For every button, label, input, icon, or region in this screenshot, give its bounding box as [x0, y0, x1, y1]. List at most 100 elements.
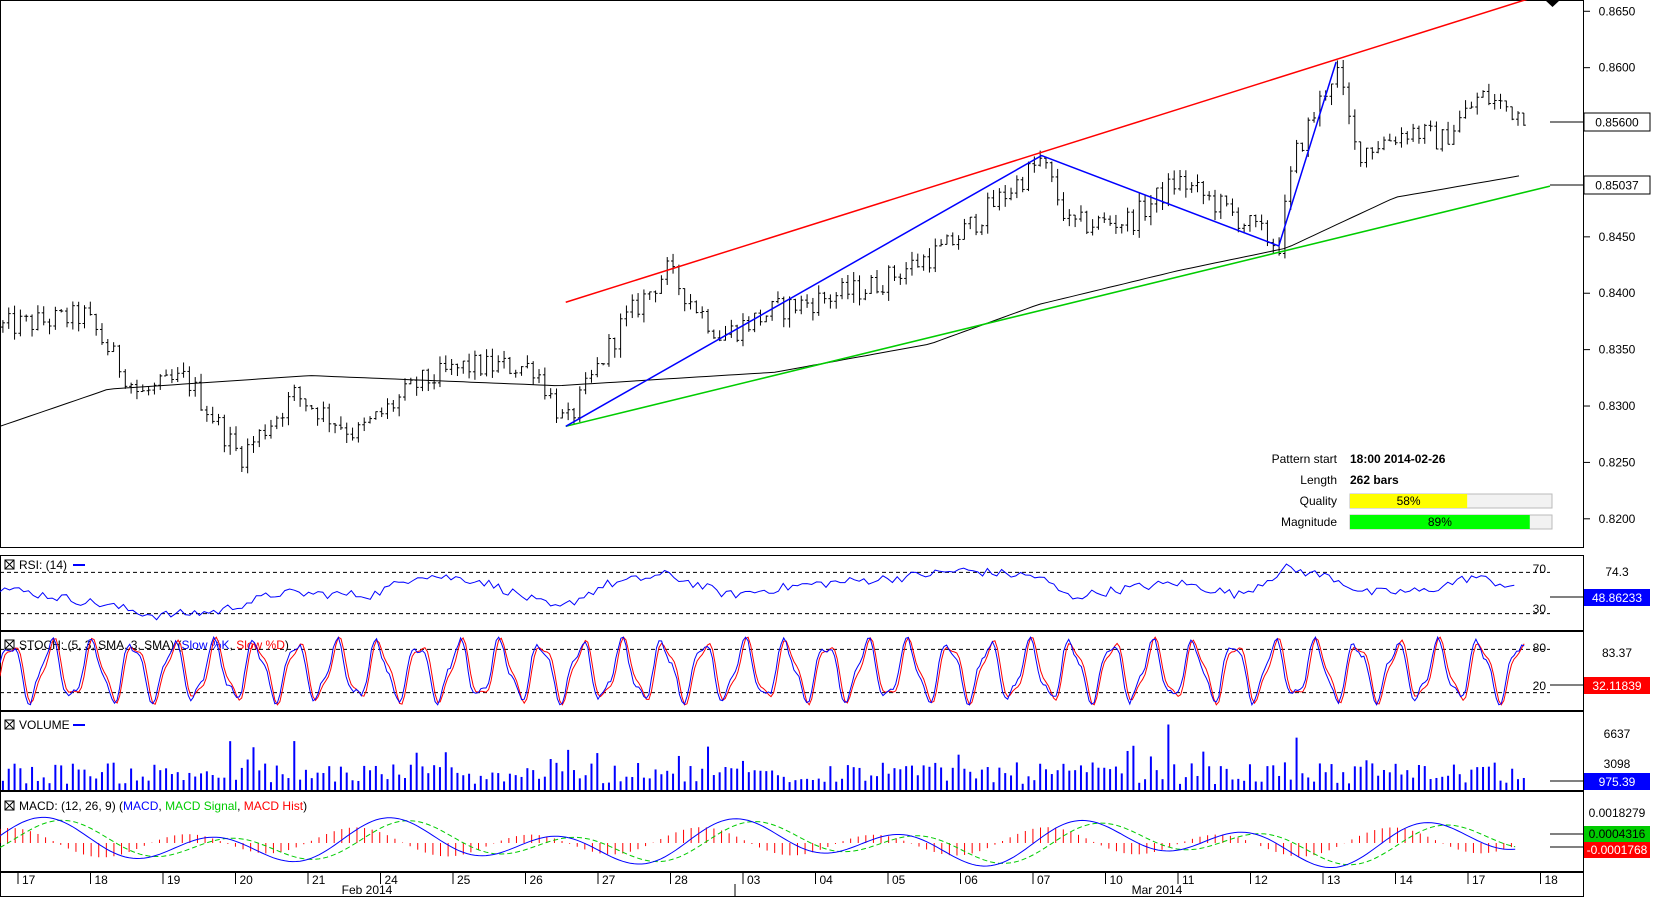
volume-bar — [1417, 764, 1420, 790]
volume-bar — [1120, 773, 1123, 790]
scroll-marker-icon[interactable] — [1545, 0, 1560, 7]
volume-bar — [205, 771, 208, 790]
volume-bar — [858, 767, 861, 790]
volume-bar — [1068, 770, 1071, 790]
volume-bar — [1295, 737, 1298, 790]
volume-bar — [520, 776, 523, 790]
volume-bar — [969, 771, 972, 790]
volume-bar — [1278, 775, 1281, 790]
volume-bar — [602, 783, 605, 790]
volume-bar — [1149, 756, 1152, 790]
volume-bar — [1173, 764, 1176, 790]
volume-bar — [887, 773, 890, 790]
day-label: 18 — [1545, 873, 1559, 887]
volume-bar — [1464, 782, 1467, 790]
price-tick-label: 0.8250 — [1599, 455, 1636, 469]
volume-bar — [380, 774, 383, 790]
volume-bar — [1167, 724, 1170, 790]
day-label: 05 — [892, 873, 906, 887]
volume-bar — [782, 776, 785, 790]
volume-bar — [864, 780, 867, 790]
volume-bar — [386, 779, 389, 790]
volume-bar — [1097, 767, 1100, 790]
volume-header: VOLUME — [4, 718, 85, 732]
volume-bar — [1359, 766, 1362, 790]
macd-panel — [0, 791, 1584, 872]
volume-bar — [724, 767, 727, 790]
volume-bar — [572, 770, 575, 790]
volume-bar — [345, 772, 348, 790]
day-label: 17 — [1472, 873, 1486, 887]
volume-bar — [1213, 784, 1216, 790]
volume-bar — [351, 780, 354, 790]
price-tick-label: 0.8400 — [1599, 286, 1636, 300]
volume-bar — [1511, 768, 1514, 790]
volume-bar — [940, 767, 943, 790]
ma-value-label: 0.85037 — [1595, 179, 1639, 193]
volume-bar — [555, 762, 558, 790]
volume-bar — [1021, 783, 1024, 790]
volume-bar — [549, 759, 552, 790]
volume-bar — [1015, 762, 1018, 790]
volume-bar — [631, 777, 634, 790]
volume-bar — [462, 775, 465, 790]
volume-bar — [1114, 766, 1117, 790]
volume-bar — [269, 782, 272, 790]
volume-bar — [130, 768, 133, 790]
volume-bar — [1155, 770, 1158, 790]
volume-bar — [1190, 763, 1193, 790]
volume-bar — [1470, 769, 1473, 790]
ma-value-box: 0.85037 — [1550, 175, 1651, 195]
macd-value: -0.0001768 — [1587, 843, 1648, 857]
volume-bar — [741, 760, 744, 790]
volume-bar — [433, 765, 436, 790]
volume-bar — [170, 774, 173, 790]
volume-bar — [1435, 777, 1438, 790]
volume-bar — [1138, 782, 1141, 790]
volume-bar — [240, 767, 243, 790]
volume-bar — [1033, 780, 1036, 790]
volume-bar — [870, 775, 873, 790]
volume-bar — [176, 772, 179, 790]
volume-bar — [660, 774, 663, 790]
volume-bar — [421, 766, 424, 790]
volume-bar — [986, 767, 989, 790]
volume-bar — [811, 779, 814, 790]
volume-bar — [736, 768, 739, 790]
volume-bar — [707, 746, 710, 790]
volume-bar — [473, 783, 476, 790]
rsi-line — [0, 563, 1515, 621]
volume-bar — [427, 773, 430, 790]
volume-bar — [1260, 781, 1263, 790]
volume-bar — [1388, 772, 1391, 790]
current-price-box: 0.85600 — [1550, 112, 1651, 132]
magnitude-value: 89% — [1428, 515, 1452, 529]
volume-bar — [1458, 774, 1461, 790]
rsi-panel — [0, 555, 1584, 631]
volume-title: VOLUME — [19, 718, 70, 732]
volume-bar — [975, 778, 978, 790]
volume-bar — [928, 766, 931, 790]
volume-bar — [13, 763, 16, 790]
volume-value-box — [1584, 773, 1650, 790]
volume-bar — [7, 768, 10, 790]
volume-bar — [89, 776, 92, 790]
rsi-level-30-label: 30 — [1533, 602, 1547, 616]
volume-bar — [578, 778, 581, 790]
volume-bar — [1348, 783, 1351, 790]
volume-bar — [567, 749, 570, 790]
volume-bar — [922, 765, 925, 790]
volume-bar — [48, 783, 51, 790]
volume-bar — [753, 770, 756, 790]
volume-bar — [508, 773, 511, 790]
volume-bar — [730, 768, 733, 790]
volume-bar — [60, 765, 63, 790]
macd-legend: MACD — [123, 799, 159, 813]
quality-bar-fill — [1350, 494, 1468, 508]
volume-bar — [1050, 774, 1053, 790]
day-label: 12 — [1255, 873, 1269, 887]
volume-bar — [876, 776, 879, 790]
magnitude-bar-fill — [1350, 515, 1530, 529]
time-axis-panel — [0, 872, 1584, 897]
current-price-label: 0.85600 — [1595, 116, 1639, 130]
